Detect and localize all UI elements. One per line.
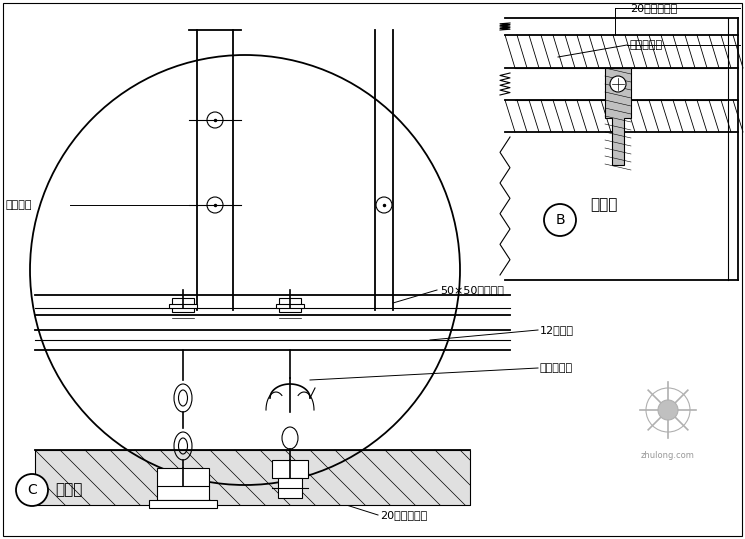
Circle shape [658,400,678,420]
Bar [172,298,194,312]
Text: 大样图: 大样图 [55,482,83,497]
Text: 膨胀螺栓: 膨胀螺栓 [5,200,31,210]
Polygon shape [605,68,631,165]
Text: 12号槽钢: 12号槽钢 [540,325,574,335]
Bar [279,298,301,312]
Bar [272,460,308,478]
Circle shape [544,204,576,236]
Circle shape [610,76,626,92]
Text: 玻璃吊挂件: 玻璃吊挂件 [540,363,573,373]
Text: zhulong.com: zhulong.com [641,451,695,460]
Bar [157,468,209,500]
Text: 20厘钢化玻璃: 20厘钢化玻璃 [380,510,427,520]
Circle shape [16,474,48,506]
Text: B: B [555,213,565,227]
Bar [169,304,197,308]
Text: C: C [27,483,37,497]
Bar [278,478,302,498]
Bar [149,500,217,508]
Bar [35,450,470,505]
Text: 20厘钢化玻璃: 20厘钢化玻璃 [630,3,677,13]
Text: 50×50镀锌角钢: 50×50镀锌角钢 [440,285,504,295]
Bar [276,304,304,308]
Text: 剖面图: 剖面图 [590,197,618,212]
Text: 透明结构胶: 透明结构胶 [630,40,663,50]
